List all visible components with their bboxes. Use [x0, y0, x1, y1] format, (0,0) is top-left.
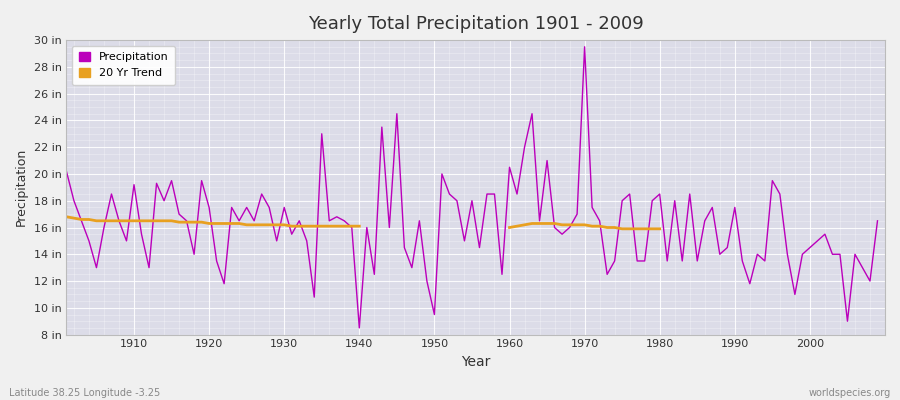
20 Yr Trend — [346, 224, 357, 228]
Text: worldspecies.org: worldspecies.org — [809, 388, 891, 398]
20 Yr Trend — [76, 217, 86, 222]
20 Yr Trend — [302, 224, 312, 228]
20 Yr Trend — [226, 221, 237, 226]
20 Yr Trend — [248, 222, 259, 227]
Precipitation — [354, 326, 364, 330]
20 Yr Trend — [113, 218, 124, 223]
Legend: Precipitation, 20 Yr Trend: Precipitation, 20 Yr Trend — [72, 46, 176, 85]
20 Yr Trend — [241, 222, 252, 227]
20 Yr Trend — [129, 218, 140, 223]
20 Yr Trend — [339, 224, 350, 228]
20 Yr Trend — [331, 224, 342, 228]
20 Yr Trend — [271, 222, 282, 227]
20 Yr Trend — [324, 224, 335, 228]
Precipitation — [609, 258, 620, 263]
Precipitation — [122, 238, 132, 243]
20 Yr Trend — [122, 218, 132, 223]
Y-axis label: Precipitation: Precipitation — [15, 148, 28, 226]
Line: Precipitation: Precipitation — [67, 47, 878, 328]
20 Yr Trend — [106, 218, 117, 223]
X-axis label: Year: Year — [461, 355, 491, 369]
20 Yr Trend — [203, 221, 214, 226]
20 Yr Trend — [234, 221, 245, 226]
Line: 20 Yr Trend: 20 Yr Trend — [67, 217, 359, 226]
20 Yr Trend — [219, 221, 230, 226]
20 Yr Trend — [293, 224, 304, 228]
20 Yr Trend — [256, 222, 267, 227]
Precipitation — [580, 44, 590, 49]
20 Yr Trend — [309, 224, 320, 228]
20 Yr Trend — [286, 224, 297, 228]
20 Yr Trend — [151, 218, 162, 223]
20 Yr Trend — [61, 214, 72, 219]
20 Yr Trend — [158, 218, 169, 223]
Precipitation — [872, 218, 883, 223]
20 Yr Trend — [354, 224, 364, 228]
20 Yr Trend — [189, 220, 200, 224]
20 Yr Trend — [166, 218, 177, 223]
20 Yr Trend — [264, 222, 274, 227]
20 Yr Trend — [279, 222, 290, 227]
20 Yr Trend — [91, 218, 102, 223]
20 Yr Trend — [84, 217, 94, 222]
Precipitation — [286, 232, 297, 236]
Precipitation — [511, 192, 522, 196]
20 Yr Trend — [99, 218, 110, 223]
20 Yr Trend — [174, 220, 184, 224]
Text: Latitude 38.25 Longitude -3.25: Latitude 38.25 Longitude -3.25 — [9, 388, 160, 398]
20 Yr Trend — [181, 220, 192, 224]
20 Yr Trend — [144, 218, 155, 223]
20 Yr Trend — [196, 220, 207, 224]
20 Yr Trend — [136, 218, 147, 223]
Precipitation — [504, 165, 515, 170]
20 Yr Trend — [68, 216, 79, 220]
20 Yr Trend — [212, 221, 222, 226]
Precipitation — [61, 169, 72, 174]
Title: Yearly Total Precipitation 1901 - 2009: Yearly Total Precipitation 1901 - 2009 — [308, 15, 644, 33]
Precipitation — [331, 214, 342, 219]
20 Yr Trend — [317, 224, 328, 228]
